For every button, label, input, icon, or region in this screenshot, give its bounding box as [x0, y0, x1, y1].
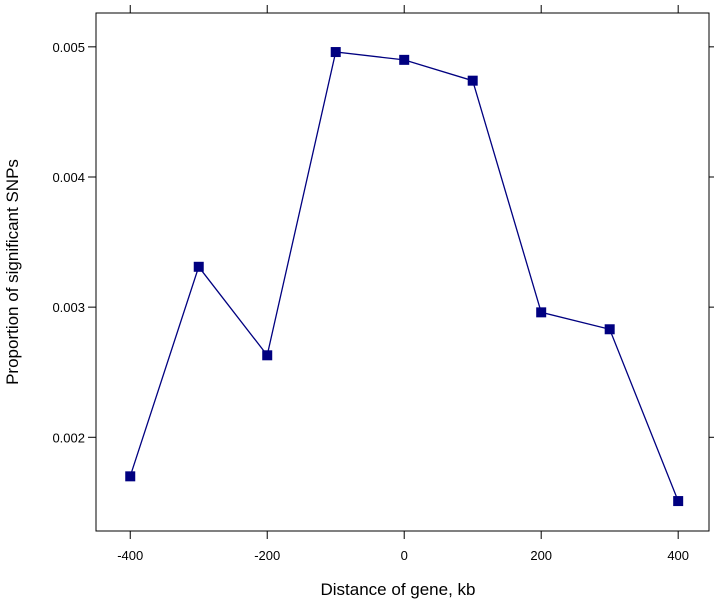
- x-axis-title: Distance of gene, kb: [321, 580, 476, 599]
- data-point: [193, 261, 204, 272]
- x-tick-label: -200: [254, 548, 280, 563]
- data-series: [125, 47, 684, 507]
- y-axis-title: Proportion of significant SNPs: [3, 159, 22, 385]
- axis-ticks: [88, 5, 714, 539]
- series-line: [129, 51, 679, 502]
- y-tick-label: 0.002: [52, 430, 85, 445]
- x-tick-label: 0: [401, 548, 408, 563]
- axis-tick-labels: -400 -200 0 200 400 0.002 0.003 0.004 0.005: [52, 40, 689, 563]
- x-tick-label: -400: [117, 548, 143, 563]
- data-point: [262, 350, 273, 361]
- data-point: [330, 47, 341, 58]
- data-point: [399, 54, 410, 65]
- data-point: [604, 324, 615, 335]
- x-tick-label: 200: [530, 548, 552, 563]
- y-tick-label: 0.004: [52, 170, 85, 185]
- data-point: [536, 307, 547, 318]
- y-tick-label: 0.003: [52, 300, 85, 315]
- data-point: [125, 471, 136, 482]
- data-point: [467, 75, 478, 86]
- y-tick-label: 0.005: [52, 40, 85, 55]
- x-tick-label: 400: [667, 548, 689, 563]
- data-point: [673, 496, 684, 507]
- plot-frame: [95, 12, 710, 532]
